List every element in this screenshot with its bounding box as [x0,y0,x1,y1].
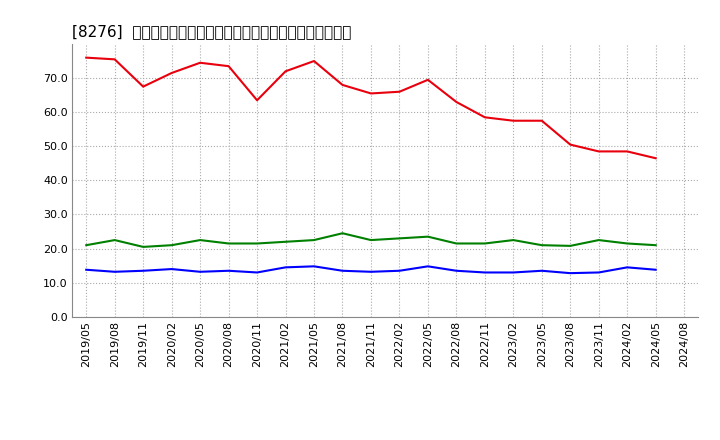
買入債務回転率 [566,271,575,276]
買入債務回転率 [537,268,546,273]
在庫回転率 [110,238,119,243]
買入債務回転率 [253,270,261,275]
売上債権回転率 [82,55,91,60]
売上債権回転率 [366,91,375,96]
売上債権回転率 [282,69,290,74]
売上債権回転率 [338,82,347,88]
売上債権回転率 [310,59,318,64]
Line: 売上債権回転率: 売上債権回転率 [86,58,656,158]
在庫回転率 [395,236,404,241]
在庫回転率 [253,241,261,246]
買入債務回転率 [139,268,148,273]
在庫回転率 [423,234,432,239]
売上債権回転率 [480,115,489,120]
在庫回転率 [509,238,518,243]
在庫回転率 [225,241,233,246]
在庫回転率 [480,241,489,246]
買入債務回転率 [310,264,318,269]
売上債権回転率 [196,60,204,66]
在庫回転率 [623,241,631,246]
在庫回転率 [310,238,318,243]
在庫回転率 [167,242,176,248]
買入債務回転率 [366,269,375,275]
買入債務回転率 [595,270,603,275]
在庫回転率 [139,244,148,249]
買入債務回転率 [82,267,91,272]
買入債務回転率 [452,268,461,273]
売上債権回転率 [395,89,404,94]
買入債務回転率 [196,269,204,275]
買入債務回転率 [423,264,432,269]
売上債権回転率 [652,156,660,161]
Line: 買入債務回転率: 買入債務回転率 [86,266,656,273]
売上債権回転率 [110,57,119,62]
Line: 在庫回転率: 在庫回転率 [86,233,656,247]
買入債務回転率 [338,268,347,273]
在庫回転率 [652,242,660,248]
在庫回転率 [366,238,375,243]
売上債権回転率 [537,118,546,123]
Legend: 売上債権回転率, 買入債務回転率, 在庫回転率: 売上債権回転率, 買入債務回転率, 在庫回転率 [222,438,549,440]
売上債権回転率 [452,99,461,105]
売上債権回転率 [509,118,518,123]
売上債権回転率 [423,77,432,82]
買入債務回転率 [282,265,290,270]
買入債務回転率 [167,266,176,271]
買入債務回転率 [110,269,119,275]
売上債権回転率 [566,142,575,147]
買入債務回転率 [480,270,489,275]
売上債権回転率 [623,149,631,154]
Text: [8276]  売上債権回転率、買入債務回転率、在庫回転率の推移: [8276] 売上債権回転率、買入債務回転率、在庫回転率の推移 [72,24,351,39]
売上債権回転率 [225,63,233,69]
在庫回転率 [338,231,347,236]
在庫回転率 [537,242,546,248]
在庫回転率 [452,241,461,246]
買入債務回転率 [652,267,660,272]
売上債権回転率 [595,149,603,154]
買入債務回転率 [623,265,631,270]
在庫回転率 [196,238,204,243]
在庫回転率 [566,243,575,249]
買入債務回転率 [395,268,404,273]
買入債務回転率 [509,270,518,275]
買入債務回転率 [225,268,233,273]
売上債権回転率 [167,70,176,76]
売上債権回転率 [139,84,148,89]
在庫回転率 [595,238,603,243]
在庫回転率 [282,239,290,244]
売上債権回転率 [253,98,261,103]
在庫回転率 [82,242,91,248]
